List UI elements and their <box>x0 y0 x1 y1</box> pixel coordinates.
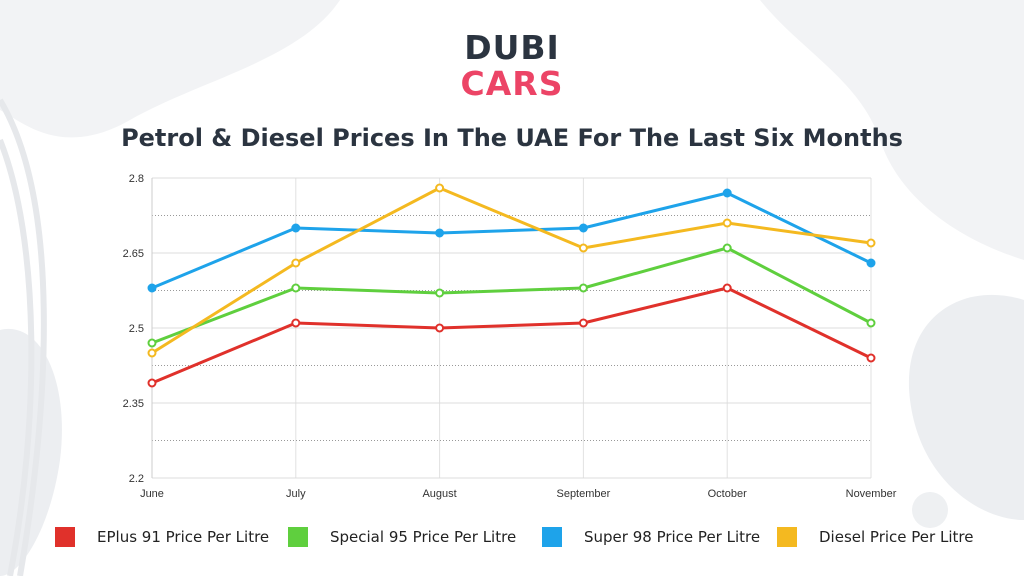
y-tick-label: 2.5 <box>129 323 144 335</box>
legend-swatch <box>288 527 308 547</box>
series-line-3 <box>151 186 872 355</box>
data-point <box>435 323 445 333</box>
legend-item: Super 98 Price Per Litre <box>542 527 760 547</box>
x-tick-label: August <box>422 488 456 500</box>
legend-item: Special 95 Price Per Litre <box>288 527 516 547</box>
data-point <box>722 243 732 253</box>
data-point <box>291 318 301 328</box>
legend-label: Diesel Price Per Litre <box>819 528 974 546</box>
data-point <box>291 223 301 233</box>
data-point <box>147 348 157 358</box>
legend-swatch <box>777 527 797 547</box>
data-point <box>722 283 732 293</box>
y-tick-label: 2.8 <box>129 173 144 185</box>
data-point <box>291 283 301 293</box>
data-point <box>147 283 157 293</box>
legend-swatch <box>55 527 75 547</box>
legend-label: EPlus 91 Price Per Litre <box>97 528 270 546</box>
series-line-2 <box>151 191 872 290</box>
x-tick-label: November <box>846 488 897 500</box>
data-point <box>578 283 588 293</box>
legend-label: Super 98 Price Per Litre <box>584 528 761 546</box>
x-tick-label: June <box>140 488 164 500</box>
data-point <box>866 258 876 268</box>
y-tick-label: 2.2 <box>129 473 144 485</box>
legend-label: Special 95 Price Per Litre <box>330 528 517 546</box>
data-point <box>147 338 157 348</box>
data-point <box>578 243 588 253</box>
x-tick-label: September <box>556 488 610 500</box>
data-point <box>866 318 876 328</box>
data-point <box>435 228 445 238</box>
logo-dubi: DUBI <box>464 28 560 67</box>
x-tick-label: October <box>708 488 747 500</box>
series-line-1 <box>151 246 872 345</box>
data-point <box>578 223 588 233</box>
data-point <box>722 218 732 228</box>
chart-title: Petrol & Diesel Prices In The UAE For Th… <box>121 124 903 152</box>
logo-cars: CARS <box>460 64 564 103</box>
x-tick-label: July <box>286 488 306 500</box>
data-point <box>147 378 157 388</box>
data-point <box>578 318 588 328</box>
y-tick-label: 2.35 <box>123 398 144 410</box>
legend-swatch <box>542 527 562 547</box>
legend-item: Diesel Price Per Litre <box>777 527 973 547</box>
data-point <box>435 183 445 193</box>
series-line-0 <box>151 286 872 385</box>
legend-item: EPlus 91 Price Per Litre <box>55 527 269 547</box>
data-point <box>866 353 876 363</box>
data-point <box>866 238 876 248</box>
data-point <box>291 258 301 268</box>
y-tick-label: 2.65 <box>123 248 144 260</box>
data-point <box>435 288 445 298</box>
data-point <box>722 188 732 198</box>
